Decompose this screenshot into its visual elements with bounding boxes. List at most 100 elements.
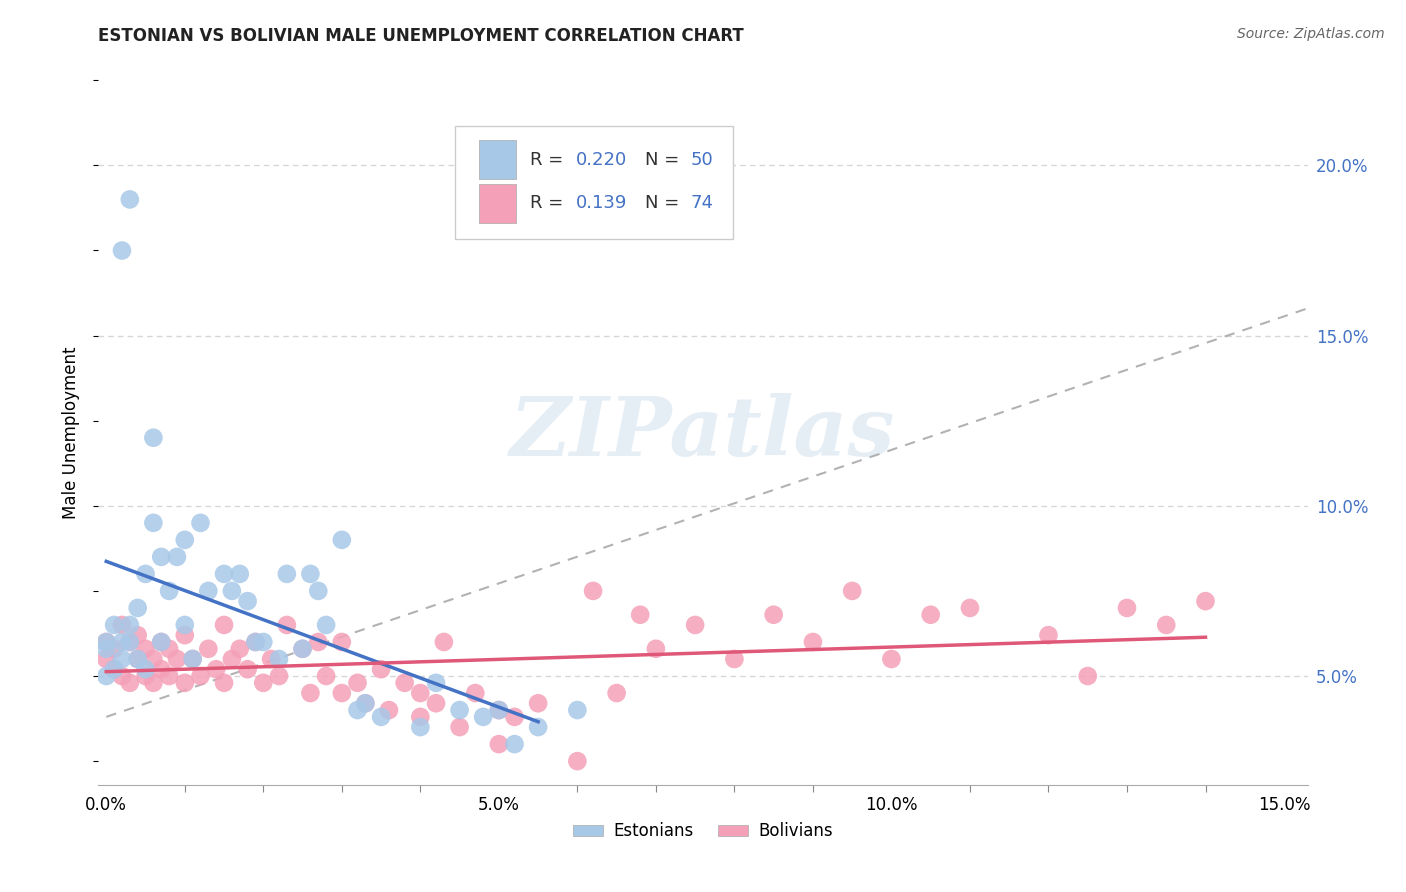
Point [488, 703, 510, 717]
Point [166, 652, 188, 666]
Point [291, 641, 314, 656]
Point [606, 686, 628, 700]
Point [433, 635, 456, 649]
Point [96, 635, 118, 649]
Text: N =: N = [645, 151, 685, 169]
Point [157, 669, 180, 683]
Point [307, 583, 329, 598]
Y-axis label: Male Unemployment: Male Unemployment [62, 346, 80, 519]
Text: 0.139: 0.139 [576, 194, 627, 212]
Point [96, 669, 118, 683]
Point [150, 662, 173, 676]
Point [118, 193, 141, 207]
Legend: Estonians, Bolivians: Estonians, Bolivians [567, 816, 839, 847]
Point [212, 566, 235, 581]
Point [142, 516, 165, 530]
Point [173, 676, 195, 690]
Point [378, 703, 401, 717]
Point [488, 737, 510, 751]
Point [299, 566, 322, 581]
Point [221, 583, 243, 598]
Point [118, 635, 141, 649]
Point [221, 652, 243, 666]
Point [212, 618, 235, 632]
Point [142, 431, 165, 445]
Point [527, 696, 550, 710]
Point [346, 676, 368, 690]
Point [111, 635, 134, 649]
Text: ZIPatlas: ZIPatlas [510, 392, 896, 473]
Point [229, 641, 252, 656]
Point [127, 628, 149, 642]
Point [307, 635, 329, 649]
Point [920, 607, 942, 622]
Point [959, 601, 981, 615]
Point [291, 641, 314, 656]
Point [103, 662, 125, 676]
Point [103, 662, 125, 676]
Point [723, 652, 745, 666]
Point [118, 635, 141, 649]
Point [157, 583, 180, 598]
Point [1077, 669, 1099, 683]
Point [197, 641, 219, 656]
Point [330, 686, 353, 700]
Point [96, 652, 118, 666]
Point [118, 676, 141, 690]
Point [841, 583, 863, 598]
Point [157, 641, 180, 656]
Point [135, 641, 157, 656]
Point [127, 652, 149, 666]
Point [409, 710, 432, 724]
Point [354, 696, 377, 710]
Point [354, 696, 377, 710]
Point [135, 662, 157, 676]
Text: 74: 74 [690, 194, 714, 212]
Point [628, 607, 651, 622]
Point [527, 720, 550, 734]
Point [472, 710, 495, 724]
FancyBboxPatch shape [479, 184, 516, 223]
Point [229, 566, 252, 581]
Point [197, 583, 219, 598]
Point [1038, 628, 1060, 642]
Point [449, 720, 471, 734]
Text: N =: N = [645, 194, 685, 212]
Point [267, 652, 290, 666]
Point [245, 635, 267, 649]
Point [142, 676, 165, 690]
Point [394, 676, 416, 690]
Point [330, 533, 353, 547]
Point [166, 549, 188, 564]
Point [252, 676, 274, 690]
Text: R =: R = [530, 151, 569, 169]
Point [150, 549, 173, 564]
Point [212, 676, 235, 690]
FancyBboxPatch shape [456, 126, 734, 239]
Point [236, 662, 259, 676]
Point [135, 669, 157, 683]
Point [315, 618, 337, 632]
Point [181, 652, 204, 666]
Point [190, 516, 212, 530]
Point [260, 652, 283, 666]
Point [127, 601, 149, 615]
Point [503, 737, 526, 751]
Point [567, 754, 589, 768]
Point [346, 703, 368, 717]
Point [315, 669, 337, 683]
Point [567, 703, 589, 717]
Point [880, 652, 903, 666]
Point [181, 652, 204, 666]
Point [464, 686, 486, 700]
Point [1116, 601, 1139, 615]
Point [449, 703, 471, 717]
Point [103, 618, 125, 632]
Text: R =: R = [530, 194, 569, 212]
Point [409, 686, 432, 700]
Point [142, 652, 165, 666]
Point [111, 244, 134, 258]
Point [503, 710, 526, 724]
Point [370, 710, 392, 724]
Point [252, 635, 274, 649]
